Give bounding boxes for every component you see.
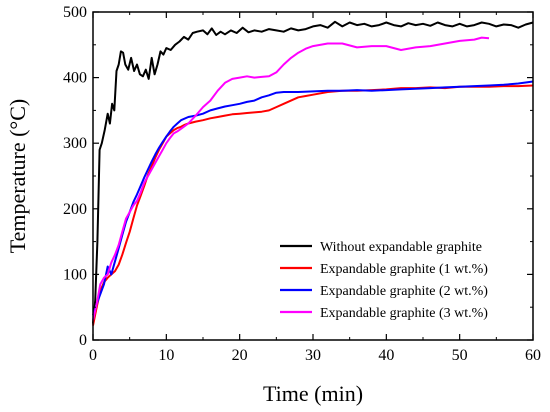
x-tick-label: 10 [158, 347, 174, 364]
x-tick-label: 20 [232, 347, 248, 364]
x-tick-label: 0 [89, 347, 97, 364]
y-tick-label: 400 [63, 70, 87, 87]
x-tick-label: 30 [305, 347, 321, 364]
y-tick-label: 500 [63, 4, 87, 21]
series-line-3 [92, 80, 534, 316]
y-tick-label: 200 [63, 201, 87, 218]
legend-label-1: Without expandable graphite [320, 240, 482, 255]
y-tick-label: 300 [63, 135, 87, 152]
legend: Without expandable graphite Expandable gr… [280, 240, 488, 321]
x-tick-label: 60 [525, 347, 541, 364]
series-line-1 [92, 20, 534, 324]
ticks-layer: 0 10 20 30 40 50 60 0 100 200 300 400 500 [63, 4, 541, 364]
y-tick-label: 0 [79, 332, 87, 349]
x-axis-title: Time (min) [263, 381, 363, 406]
x-tick-label: 50 [452, 347, 468, 364]
x-tick-label: 40 [378, 347, 394, 364]
series-line-4 [92, 36, 490, 321]
legend-label-2: Expandable graphite (1 wt.%) [320, 262, 488, 277]
legend-label-4: Expandable graphite (3 wt.%) [320, 306, 488, 321]
y-axis-title: Temperature (°C) [5, 99, 30, 253]
series-layer [92, 20, 534, 326]
legend-label-3: Expandable graphite (2 wt.%) [320, 284, 488, 299]
y-tick-label: 100 [63, 266, 87, 283]
